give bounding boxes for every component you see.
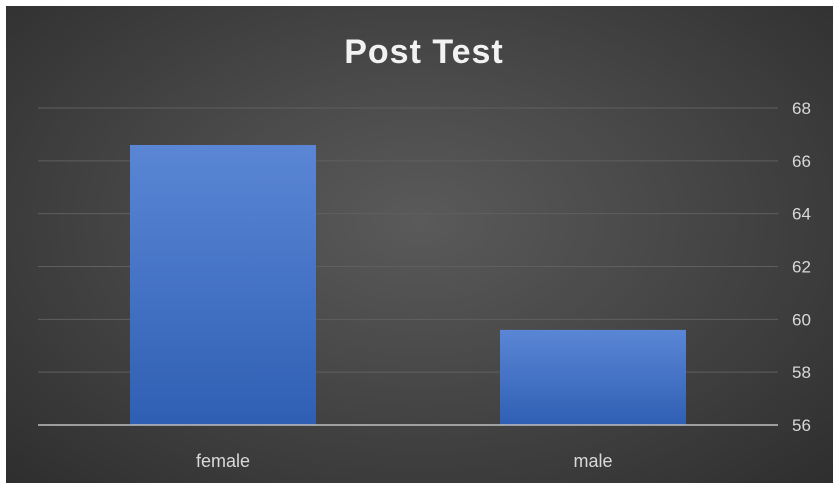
x-category-label: male bbox=[573, 451, 612, 471]
y-tick-label: 68 bbox=[792, 99, 811, 118]
y-axis-tick-labels: 56 58 60 62 64 66 68 bbox=[792, 99, 811, 435]
bar-male bbox=[500, 329, 686, 425]
y-tick-label: 64 bbox=[792, 205, 811, 224]
x-category-label: female bbox=[196, 451, 250, 471]
x-axis-category-labels: female male bbox=[196, 451, 613, 471]
y-tick-label: 58 bbox=[792, 363, 811, 382]
y-tick-label: 66 bbox=[792, 152, 811, 171]
y-tick-label: 62 bbox=[792, 258, 811, 277]
chart-title: Post Test bbox=[344, 33, 504, 71]
bars bbox=[130, 144, 686, 425]
y-tick-label: 56 bbox=[792, 416, 811, 435]
bar-female bbox=[130, 144, 316, 425]
y-tick-label: 60 bbox=[792, 310, 811, 329]
